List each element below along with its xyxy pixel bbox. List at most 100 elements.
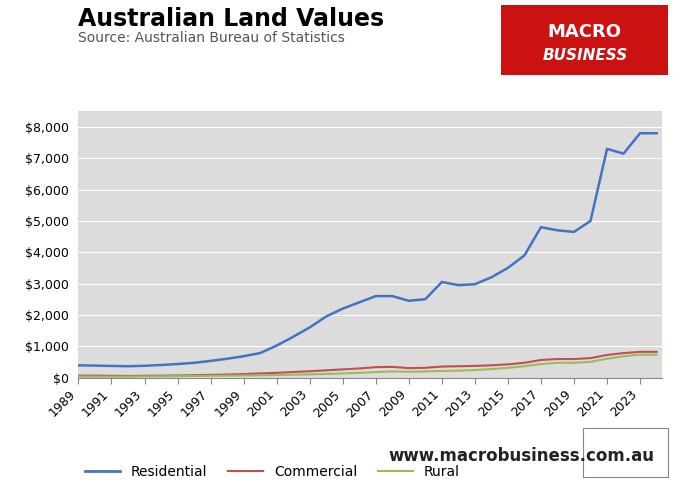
Rural bbox=[124, 374, 132, 379]
Commercial bbox=[372, 364, 380, 370]
Residential bbox=[207, 358, 215, 364]
Commercial bbox=[256, 371, 264, 377]
Residential bbox=[239, 353, 248, 359]
Commercial bbox=[289, 369, 297, 375]
Commercial bbox=[603, 352, 611, 358]
Rural bbox=[207, 373, 215, 378]
Commercial bbox=[537, 357, 545, 363]
Commercial bbox=[322, 367, 330, 373]
Text: BUSINESS: BUSINESS bbox=[542, 48, 627, 63]
Residential bbox=[471, 281, 479, 287]
Commercial bbox=[636, 349, 644, 355]
Rural bbox=[570, 360, 578, 366]
Rural bbox=[471, 367, 479, 373]
Text: MACRO: MACRO bbox=[548, 23, 622, 41]
Rural bbox=[107, 374, 115, 379]
Residential bbox=[322, 314, 330, 319]
Rural bbox=[404, 369, 413, 375]
Rural bbox=[190, 373, 198, 379]
Rural bbox=[322, 371, 330, 377]
Rural bbox=[91, 374, 99, 379]
Residential bbox=[223, 356, 231, 362]
Commercial bbox=[454, 363, 462, 369]
Commercial bbox=[306, 368, 314, 374]
Rural bbox=[603, 356, 611, 362]
Residential bbox=[587, 218, 595, 224]
Commercial bbox=[173, 373, 181, 378]
Line: Residential: Residential bbox=[78, 133, 657, 366]
Residential bbox=[124, 363, 132, 369]
Residential bbox=[488, 274, 496, 280]
Commercial bbox=[355, 365, 364, 371]
Rural bbox=[140, 374, 149, 379]
Commercial bbox=[587, 355, 595, 361]
Text: Australian Land Values: Australian Land Values bbox=[78, 7, 385, 31]
Commercial bbox=[653, 349, 661, 355]
Rural bbox=[256, 372, 264, 378]
Rural bbox=[173, 373, 181, 379]
Residential bbox=[74, 363, 83, 368]
Commercial bbox=[520, 360, 529, 366]
Residential bbox=[454, 282, 462, 288]
Text: www.macrobusiness.com.au: www.macrobusiness.com.au bbox=[389, 447, 655, 465]
Rural bbox=[74, 374, 83, 379]
Residential bbox=[653, 130, 661, 136]
Residential bbox=[570, 229, 578, 235]
Commercial bbox=[74, 373, 83, 378]
Rural bbox=[157, 373, 165, 379]
Residential bbox=[256, 350, 264, 356]
Residential bbox=[603, 146, 611, 152]
Residential bbox=[504, 265, 512, 271]
Rural bbox=[504, 365, 512, 371]
Commercial bbox=[140, 373, 149, 378]
Rural bbox=[488, 366, 496, 372]
Commercial bbox=[421, 365, 430, 371]
Commercial bbox=[273, 370, 281, 376]
Residential bbox=[289, 334, 297, 340]
Residential bbox=[306, 324, 314, 330]
Rural bbox=[372, 369, 380, 375]
Residential bbox=[339, 306, 347, 312]
Commercial bbox=[504, 362, 512, 367]
Rural bbox=[454, 368, 462, 374]
Commercial bbox=[239, 371, 248, 377]
Rural bbox=[355, 370, 364, 376]
Commercial bbox=[124, 373, 132, 379]
Residential bbox=[636, 130, 644, 136]
Commercial bbox=[471, 363, 479, 369]
Rural bbox=[339, 371, 347, 377]
Rural bbox=[239, 373, 248, 378]
Residential bbox=[157, 362, 165, 368]
Commercial bbox=[488, 363, 496, 368]
Rural bbox=[438, 368, 446, 374]
Rural bbox=[553, 360, 561, 366]
Commercial bbox=[107, 373, 115, 378]
Rural bbox=[289, 372, 297, 378]
Commercial bbox=[91, 373, 99, 378]
Residential bbox=[273, 343, 281, 348]
Commercial bbox=[570, 356, 578, 362]
Rural bbox=[421, 368, 430, 374]
Residential bbox=[553, 227, 561, 233]
Residential bbox=[173, 361, 181, 367]
Commercial bbox=[619, 350, 627, 356]
Commercial bbox=[553, 356, 561, 362]
Rural bbox=[636, 352, 644, 358]
Rural bbox=[306, 372, 314, 378]
Rural bbox=[223, 373, 231, 378]
Commercial bbox=[157, 373, 165, 378]
Commercial bbox=[339, 366, 347, 372]
Commercial bbox=[190, 372, 198, 378]
Residential bbox=[140, 363, 149, 369]
Residential bbox=[107, 363, 115, 369]
Residential bbox=[421, 296, 430, 302]
Rural bbox=[273, 372, 281, 378]
Text: Source: Australian Bureau of Statistics: Source: Australian Bureau of Statistics bbox=[78, 31, 345, 45]
Rural bbox=[388, 368, 396, 374]
Residential bbox=[388, 293, 396, 299]
Residential bbox=[404, 298, 413, 303]
Residential bbox=[190, 360, 198, 366]
Residential bbox=[537, 224, 545, 230]
Rural bbox=[537, 361, 545, 367]
Residential bbox=[91, 363, 99, 368]
